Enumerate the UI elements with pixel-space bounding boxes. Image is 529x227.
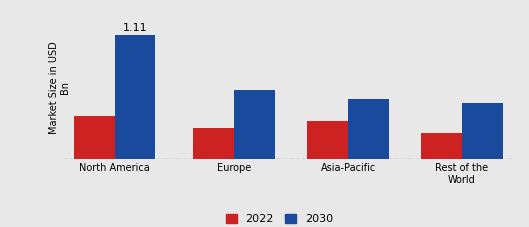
Text: 1.11: 1.11 — [123, 23, 148, 33]
Legend: 2022, 2030: 2022, 2030 — [222, 211, 336, 227]
Bar — [234, 90, 275, 159]
Bar — [462, 103, 503, 159]
Bar — [348, 99, 389, 159]
Bar — [194, 128, 234, 159]
Bar — [74, 116, 115, 159]
Bar — [307, 121, 348, 159]
Y-axis label: Market Size in USD
Bn: Market Size in USD Bn — [49, 41, 70, 134]
Bar — [421, 133, 462, 159]
Bar — [115, 35, 156, 159]
